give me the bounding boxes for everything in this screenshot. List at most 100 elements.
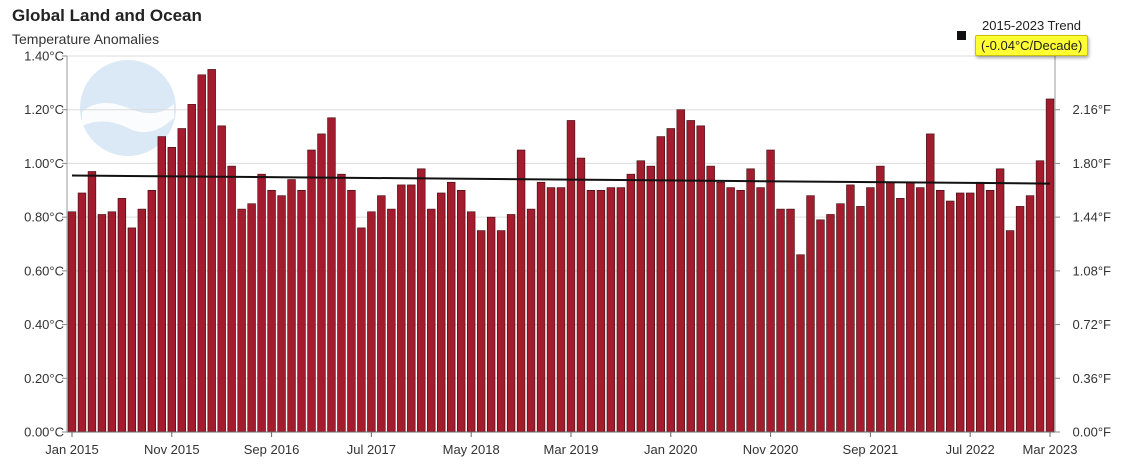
- bar: [536, 181, 546, 433]
- bar: [906, 181, 915, 433]
- bar: [985, 189, 995, 433]
- x-tick-label: Mar 2023: [1023, 442, 1078, 457]
- bar: [97, 214, 107, 433]
- bar: [327, 117, 336, 433]
- bar: [756, 187, 765, 433]
- bar: [576, 157, 586, 433]
- bar: [257, 173, 266, 433]
- x-tick-label: Nov 2020: [743, 442, 799, 457]
- bar: [337, 173, 346, 433]
- bar: [666, 128, 675, 433]
- x-tick-label: Jul 2022: [946, 442, 995, 457]
- bar: [496, 230, 506, 433]
- bar: [1005, 230, 1015, 433]
- bar: [67, 211, 77, 433]
- bar: [766, 149, 775, 433]
- legend: 2015-2023 Trend (-0.04°C/Decade): [955, 17, 1105, 65]
- bar: [526, 208, 536, 433]
- axes: 0.00°C 0.20°C 0.40°C 0.60°C 0.80°C 1.00°C 1.20…: [24, 49, 1111, 458]
- bar: [297, 189, 306, 433]
- bar: [427, 208, 436, 433]
- bar: [806, 195, 815, 433]
- chart-subtitle: Temperature Anomalies: [12, 31, 160, 47]
- bar: [277, 195, 286, 433]
- bar: [387, 208, 396, 433]
- bar: [796, 254, 805, 433]
- bar: [946, 200, 955, 433]
- bar: [87, 171, 97, 433]
- bar: [167, 147, 176, 433]
- bar: [117, 198, 127, 433]
- bar: [127, 227, 137, 433]
- bar: [636, 160, 646, 433]
- y-tick-label-left: 1.20°C: [24, 102, 64, 117]
- bar: [926, 133, 935, 433]
- bar: [506, 214, 516, 433]
- y-tick-label-right: 1.44°F: [1073, 210, 1112, 225]
- bar: [486, 216, 496, 433]
- bar: [716, 181, 725, 433]
- bar: [786, 208, 795, 433]
- bar: [407, 184, 416, 433]
- bar: [516, 149, 526, 433]
- bar: [437, 192, 446, 433]
- bar: [626, 173, 636, 433]
- x-tick-label: Mar 2019: [544, 442, 599, 457]
- bar: [776, 208, 785, 433]
- bar: [586, 189, 596, 433]
- y-tick-label-left: 0.80°C: [24, 210, 64, 225]
- bar: [916, 187, 925, 433]
- bar: [995, 168, 1005, 433]
- y-tick-label-left: 0.20°C: [24, 371, 64, 386]
- y-tick-label-right: 2.16°F: [1073, 102, 1112, 117]
- x-tick-label: Jul 2017: [347, 442, 396, 457]
- y-tick-label-left: 0.40°C: [24, 317, 64, 332]
- x-tick-label: Sep 2021: [843, 442, 899, 457]
- legend-trend-label: 2015-2023 Trend: [982, 18, 1082, 33]
- bar: [826, 214, 835, 433]
- bar: [676, 109, 685, 433]
- bar: [267, 189, 276, 433]
- trend-line-group: [71, 174, 1051, 185]
- bar: [237, 208, 246, 433]
- bar: [736, 189, 745, 433]
- bar: [876, 165, 885, 433]
- legend-trend-value: (-0.04°C/Decade): [975, 35, 1089, 56]
- bar: [417, 168, 426, 433]
- x-tick-label: Jan 2020: [644, 442, 698, 457]
- x-tick-label: Sep 2016: [244, 442, 300, 457]
- bar: [177, 128, 186, 433]
- bar: [846, 184, 855, 433]
- bar: [357, 227, 366, 433]
- x-tick-label: Nov 2015: [144, 442, 200, 457]
- bar: [107, 211, 117, 433]
- chart-title: Global Land and Ocean: [12, 6, 202, 25]
- bar: [1025, 195, 1035, 433]
- bar: [975, 181, 985, 433]
- x-tick-label: Jan 2015: [45, 442, 99, 457]
- bar: [646, 165, 656, 433]
- y-tick-label-right: 1.08°F: [1073, 263, 1112, 278]
- bar: [207, 69, 216, 433]
- bar: [546, 187, 556, 433]
- legend-marker: [957, 31, 966, 40]
- bar: [147, 189, 157, 433]
- bar: [936, 189, 945, 433]
- bar: [746, 168, 755, 433]
- bar: [217, 125, 226, 433]
- y-tick-label-right: 0.72°F: [1073, 317, 1112, 332]
- bar: [137, 208, 147, 433]
- bar: [836, 203, 845, 433]
- bar: [397, 184, 406, 433]
- bar: [307, 149, 316, 433]
- bar: [816, 219, 825, 433]
- bar: [1035, 160, 1045, 433]
- bar: [856, 206, 865, 433]
- bar: [606, 187, 616, 433]
- bar: [886, 181, 895, 433]
- bar: [686, 120, 695, 433]
- bar: [287, 179, 296, 433]
- bar: [706, 165, 715, 433]
- bar: [157, 136, 166, 433]
